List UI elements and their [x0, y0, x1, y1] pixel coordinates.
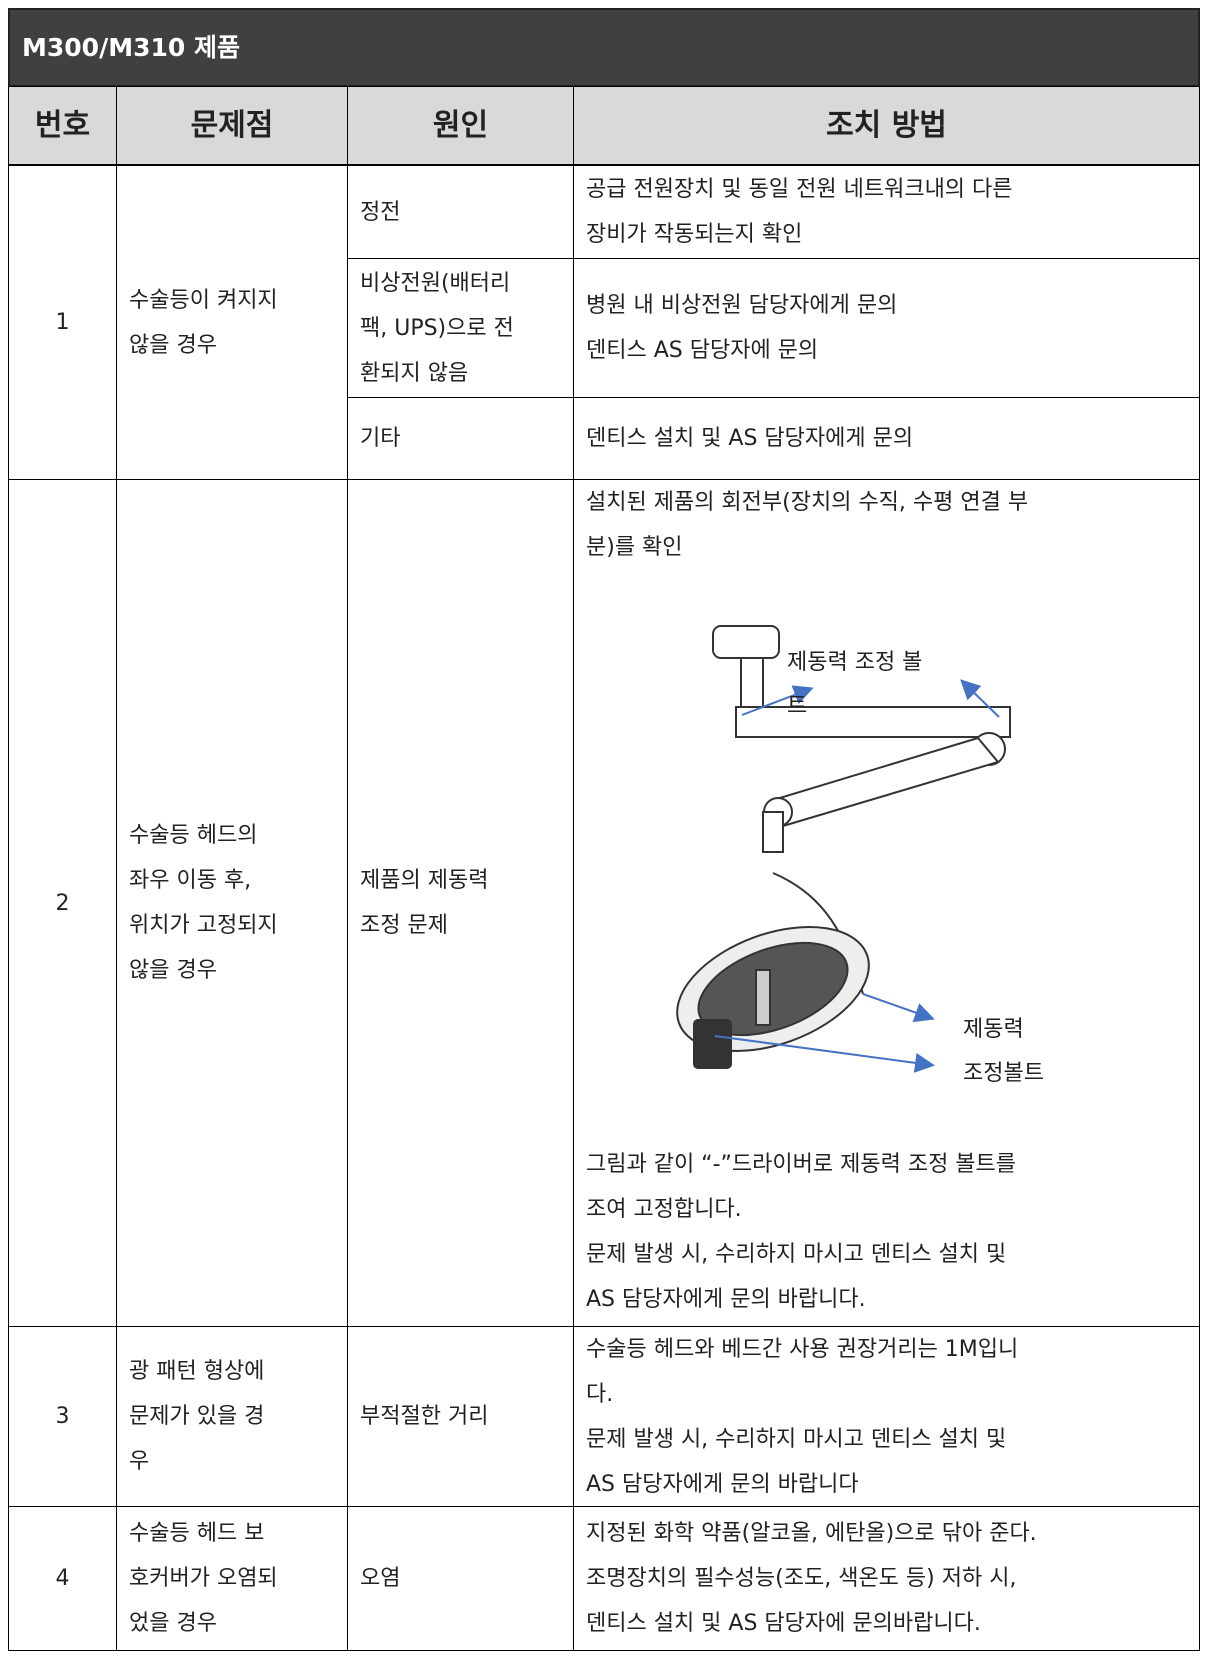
text-line: 수술등 헤드 보 [129, 1521, 265, 1546]
text-line: 팩, UPS)으로 전 [360, 315, 514, 341]
text-line: 조치 방법 [826, 108, 947, 143]
text-line: 2 [55, 890, 70, 916]
text-line: 공급 전원장치 및 동일 전원 네트워크내의 다른 [586, 177, 1013, 202]
text-line: 비상전원(배터리 [360, 270, 511, 296]
text-line: 1 [55, 310, 70, 335]
action: 지정된 화학 약품(알코올, 에탄올)으로 닦아 준다. 조명장치의 필수성능(조… [573, 1506, 1200, 1651]
text-line: 않을 경우 [129, 958, 217, 983]
text-line: 우 [129, 1449, 150, 1474]
text-line: 덴티스 AS 담당자에 문의 [586, 338, 819, 363]
text-line: AS 담당자에게 문의 바랍니다 [586, 1471, 859, 1497]
action: 덴티스 설치 및 AS 담당자에게 문의 [573, 397, 1200, 480]
text-line: 었을 경우 [129, 1611, 217, 1636]
text-line: 지정된 화학 약품(알코올, 에탄올)으로 닦아 준다. [586, 1521, 1037, 1546]
text-line: 부적절한 거리 [360, 1404, 489, 1429]
column-header: 문제점 [116, 86, 348, 166]
text-line: 다. [586, 1381, 614, 1407]
text-line: 덴티스 설치 및 AS 담당자에 문의바랍니다. [586, 1611, 981, 1636]
text-line: 호커버가 오염되 [129, 1566, 278, 1591]
figure-label: 제동력 조정 볼 [787, 650, 922, 675]
text-line: 원인 [432, 108, 489, 143]
text-line: 문제 발생 시, 수리하지 마시고 덴티스 설치 및 [586, 1426, 1007, 1452]
figure-label: 제동력 [963, 1017, 1024, 1042]
text-line: 기타 [360, 426, 401, 451]
row-number: 4 [8, 1506, 117, 1651]
cause: 오염 [347, 1506, 574, 1651]
text-line: 좌우 이동 후, [129, 868, 252, 893]
text-line: 위치가 고정되지 [129, 913, 278, 938]
text-line: 그림과 같이 “-”드라이버로 제동력 조정 볼트를 [586, 1152, 1017, 1177]
text-line: 광 패턴 형상에 [129, 1359, 265, 1384]
text-line: 3 [55, 1404, 70, 1429]
text-line: 장비가 작동되는지 확인 [586, 222, 803, 247]
row-number: 3 [8, 1326, 117, 1507]
text-line: 설치된 제품의 회전부(장치의 수직, 수평 연결 부 [586, 490, 1029, 515]
text-line: 문제가 있을 경 [129, 1404, 265, 1429]
text-line: 않을 경우 [129, 332, 217, 358]
figure-label: 조정볼트 [963, 1061, 1044, 1086]
cause: 부적절한 거리 [347, 1326, 574, 1507]
text-line: 수술등이 켜지지 [129, 287, 278, 313]
row-number: 2 [8, 479, 117, 1327]
text-line: 분)를 확인 [586, 535, 683, 560]
column-header: 번호 [8, 86, 117, 166]
text-line: 4 [55, 1566, 70, 1591]
text-line: 조여 고정합니다. [586, 1197, 742, 1222]
text-line: 문제점 [190, 108, 274, 143]
text-line: 병원 내 비상전원 담당자에게 문의 [586, 293, 898, 318]
cause: 정전 [347, 165, 574, 259]
text-line: M300/M310 제품 [22, 33, 240, 62]
row-number: 1 [8, 165, 117, 480]
text-line: 덴티스 설치 및 AS 담당자에게 문의 [586, 426, 914, 451]
text-line: 수술등 헤드의 [129, 823, 258, 848]
text-line: 번호 [34, 108, 91, 143]
text-line: 문제 발생 시, 수리하지 마시고 덴티스 설치 및 [586, 1242, 1007, 1267]
column-header: 조치 방법 [573, 86, 1200, 166]
text-line: 조명장치의 필수성능(조도, 색온도 등) 저하 시, [586, 1566, 1017, 1591]
text-line: 제품의 제동력 [360, 868, 489, 893]
text-line: 수술등 헤드와 베드간 사용 권장거리는 1M입니 [586, 1336, 1019, 1362]
column-header: 원인 [347, 86, 574, 166]
text-line: AS 담당자에게 문의 바랍니다. [586, 1287, 866, 1312]
figure-label: 트 [787, 694, 807, 719]
title-bar: M300/M310 제품 [8, 8, 1200, 87]
text-line: 오염 [360, 1566, 401, 1591]
text-line: 정전 [360, 199, 401, 225]
text-line: 조정 문제 [360, 913, 448, 938]
text-line: 환되지 않음 [360, 360, 469, 386]
cause: 기타 [347, 397, 574, 480]
